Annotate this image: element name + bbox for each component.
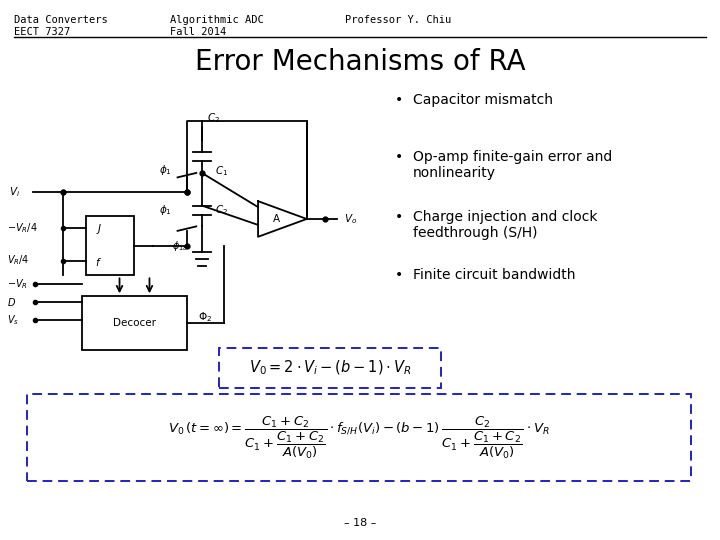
Bar (86, 216, 135, 275)
Text: Fall 2014: Fall 2014 (170, 27, 226, 37)
Text: $\Phi_2$: $\Phi_2$ (198, 310, 212, 324)
Text: $C_2$: $C_2$ (207, 111, 220, 125)
Text: Algorithmic ADC: Algorithmic ADC (170, 15, 264, 25)
Text: Op-amp finite-gain error and
nonlinearity: Op-amp finite-gain error and nonlinearit… (413, 150, 612, 180)
Text: Professor Y. Chiu: Professor Y. Chiu (345, 15, 451, 25)
Text: EECT 7327: EECT 7327 (14, 27, 71, 37)
FancyBboxPatch shape (219, 348, 441, 388)
Text: $D$: $D$ (7, 296, 17, 308)
Text: $-V_R$: $-V_R$ (7, 278, 28, 291)
Text: Data Converters: Data Converters (14, 15, 108, 25)
Text: •: • (395, 93, 403, 107)
Text: $\phi_{1\epsilon}$: $\phi_{1\epsilon}$ (172, 239, 188, 253)
Text: $V_0 = 2 \cdot V_i - (b-1) \cdot V_R$: $V_0 = 2 \cdot V_i - (b-1) \cdot V_R$ (249, 359, 411, 377)
Text: Charge injection and clock
feedthrough (S/H): Charge injection and clock feedthrough (… (413, 210, 598, 240)
Text: $\phi_1$: $\phi_1$ (159, 163, 171, 177)
Bar (82, 296, 187, 350)
Text: $V_i$: $V_i$ (9, 185, 20, 199)
Text: – 18 –: – 18 – (344, 518, 376, 528)
Text: $C_1$: $C_1$ (215, 165, 228, 178)
Text: $V_o$: $V_o$ (344, 212, 357, 226)
Text: A: A (273, 214, 280, 224)
Text: Capacitor mismatch: Capacitor mismatch (413, 93, 553, 107)
Text: $V_0\,(t=\infty) = \dfrac{C_1+C_2}{C_1 + \dfrac{C_1+C_2}{A(V_0)}} \cdot f_{S/H}(: $V_0\,(t=\infty) = \dfrac{C_1+C_2}{C_1 +… (168, 414, 550, 461)
Text: $V_R/4$: $V_R/4$ (7, 254, 30, 267)
Text: •: • (395, 150, 403, 164)
Text: $V_s$: $V_s$ (7, 313, 19, 327)
Text: Error Mechanisms of RA: Error Mechanisms of RA (194, 48, 526, 76)
Text: Decocer: Decocer (113, 318, 156, 328)
Text: $\phi_1$: $\phi_1$ (159, 203, 171, 217)
Text: •: • (395, 268, 403, 282)
FancyBboxPatch shape (27, 394, 691, 481)
Text: Finite circuit bandwidth: Finite circuit bandwidth (413, 268, 575, 282)
Text: $f$: $f$ (96, 256, 102, 268)
Text: $-V_R/4$: $-V_R/4$ (7, 221, 38, 235)
Text: $C_2$: $C_2$ (215, 203, 228, 217)
Text: •: • (395, 210, 403, 224)
Text: $J$: $J$ (96, 222, 102, 237)
